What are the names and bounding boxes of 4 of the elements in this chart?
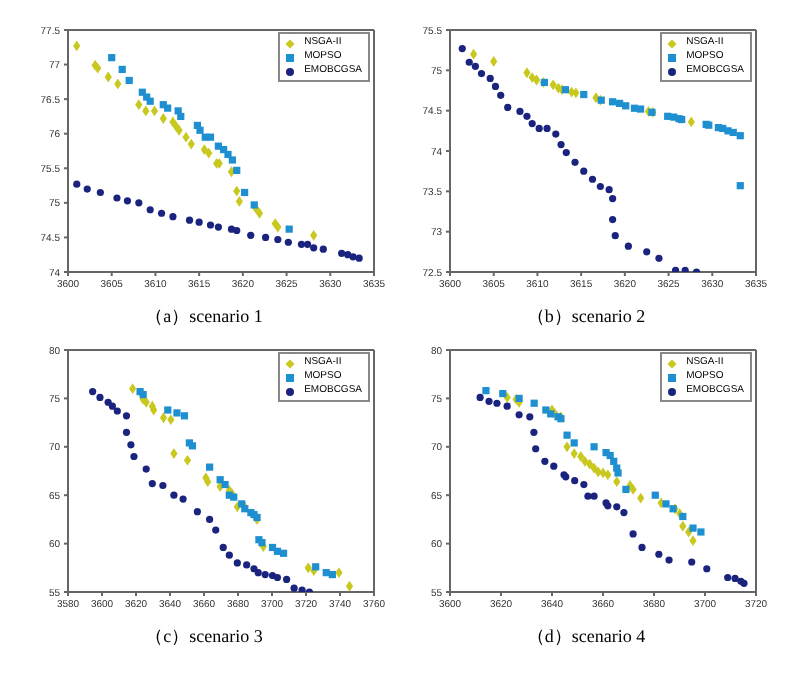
text: （a）scenario 1	[143, 304, 265, 330]
text: （b）scenario 2	[524, 304, 648, 330]
text: （d）scenario 4	[524, 624, 648, 650]
text: （c）scenario 3	[143, 624, 265, 650]
